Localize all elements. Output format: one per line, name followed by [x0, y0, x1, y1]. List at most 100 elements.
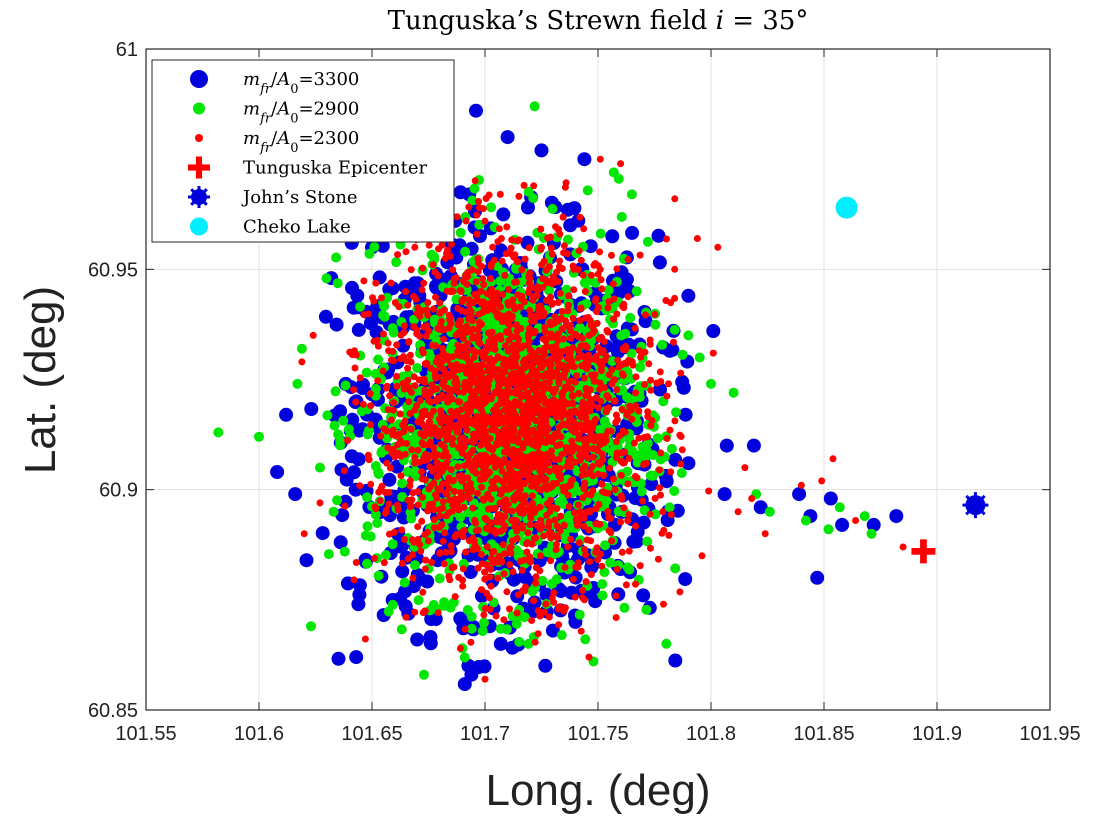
- data-point: [550, 353, 558, 361]
- data-point: [624, 256, 632, 263]
- data-point: [415, 376, 423, 384]
- data-point: [541, 464, 549, 471]
- data-point: [511, 474, 519, 482]
- data-point: [554, 299, 562, 306]
- data-point: [554, 605, 562, 613]
- data-point: [503, 588, 511, 596]
- data-point: [419, 669, 429, 680]
- data-point: [480, 281, 488, 289]
- data-point: [404, 301, 412, 309]
- data-point: [514, 636, 525, 647]
- data-point: [270, 465, 285, 479]
- data-point: [506, 605, 513, 613]
- data-point: [473, 230, 481, 238]
- data-point: [460, 503, 468, 511]
- data-point: [398, 559, 406, 567]
- data-point: [583, 387, 591, 394]
- data-point: [587, 571, 595, 578]
- data-point: [574, 501, 582, 509]
- data-point: [569, 262, 577, 270]
- data-point: [383, 459, 391, 467]
- data-point: [605, 557, 616, 568]
- data-point: [557, 404, 565, 412]
- data-point: [746, 438, 761, 453]
- data-point: [515, 506, 522, 514]
- data-point: [439, 504, 447, 512]
- data-point: [541, 335, 549, 342]
- data-point: [607, 529, 615, 536]
- data-point: [351, 364, 359, 372]
- data-point: [369, 294, 376, 302]
- x-tick-label: 101.7: [460, 723, 510, 745]
- data-point: [487, 582, 495, 590]
- data-point: [508, 516, 516, 524]
- data-point: [529, 440, 537, 448]
- x-tick-label: 101.95: [1019, 723, 1080, 745]
- data-point: [792, 487, 807, 502]
- data-point: [818, 477, 826, 485]
- data-point: [418, 517, 426, 525]
- data-point: [570, 363, 578, 371]
- data-point: [542, 600, 550, 608]
- data-point: [456, 398, 464, 406]
- data-point: [459, 533, 467, 540]
- data-point: [532, 387, 540, 395]
- data-point: [540, 438, 548, 445]
- data-point: [537, 520, 545, 528]
- data-point: [665, 380, 672, 388]
- data-point: [593, 544, 601, 552]
- data-point: [521, 492, 529, 500]
- data-point: [543, 454, 550, 462]
- data-point: [617, 471, 625, 479]
- data-point: [482, 195, 490, 202]
- data-point: [367, 480, 375, 488]
- data-point: [620, 300, 628, 308]
- data-point: [463, 485, 470, 493]
- data-point: [481, 568, 489, 576]
- data-point: [567, 445, 575, 453]
- data-point: [520, 410, 527, 418]
- data-point: [442, 394, 450, 402]
- data-point: [529, 396, 537, 404]
- series-2-points: [298, 155, 907, 683]
- data-point: [488, 371, 496, 379]
- data-point: [384, 444, 392, 452]
- data-point: [410, 292, 418, 300]
- data-point: [506, 561, 514, 568]
- data-point: [304, 402, 319, 416]
- data-point: [650, 509, 661, 520]
- data-point: [800, 515, 811, 526]
- data-point: [501, 550, 509, 558]
- data-point: [521, 255, 529, 263]
- data-point: [578, 424, 585, 432]
- data-point: [465, 296, 473, 304]
- data-point: [719, 438, 734, 453]
- data-point: [546, 507, 554, 515]
- data-point: [459, 565, 467, 573]
- data-point: [610, 475, 617, 483]
- data-point: [547, 244, 555, 252]
- chart-title: Tunguska’s Strewn field i = 35°: [388, 6, 809, 36]
- data-point: [568, 437, 576, 445]
- data-point: [300, 530, 308, 538]
- data-point: [387, 599, 398, 610]
- data-point: [536, 312, 544, 320]
- data-point: [279, 407, 294, 422]
- data-point: [421, 607, 429, 615]
- data-point: [622, 392, 632, 403]
- data-point: [506, 485, 514, 493]
- data-point: [461, 443, 468, 451]
- data-point: [664, 502, 675, 513]
- data-point: [474, 255, 482, 262]
- data-point: [592, 520, 600, 528]
- data-point: [589, 487, 597, 494]
- data-point: [693, 235, 701, 242]
- data-point: [511, 618, 522, 629]
- data-point: [356, 374, 364, 382]
- data-point: [705, 487, 713, 495]
- data-point: [647, 386, 655, 394]
- data-point: [344, 437, 352, 444]
- data-point: [604, 508, 612, 515]
- data-point: [481, 514, 489, 522]
- data-point: [610, 315, 618, 323]
